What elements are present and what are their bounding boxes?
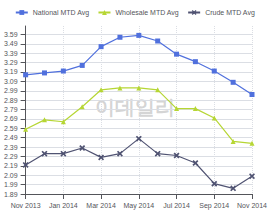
svg-text:3.19: 3.19 <box>4 68 18 75</box>
svg-text:3.49: 3.49 <box>4 40 18 47</box>
svg-text:2.99: 2.99 <box>4 87 18 94</box>
svg-text:Jul 2014: Jul 2014 <box>163 202 190 209</box>
svg-text:Mar 2014: Mar 2014 <box>86 202 116 209</box>
svg-text:2.89: 2.89 <box>4 97 18 104</box>
svg-text:Sep 2014: Sep 2014 <box>199 202 229 210</box>
svg-text:1.99: 1.99 <box>4 181 18 188</box>
svg-text:3.59: 3.59 <box>4 31 18 38</box>
svg-text:Nov 2013: Nov 2013 <box>11 202 41 209</box>
svg-text:이데일리: 이데일리 <box>95 96 175 118</box>
svg-text:2.09: 2.09 <box>4 172 18 179</box>
svg-text:3.09: 3.09 <box>4 78 18 85</box>
svg-text:3.39: 3.39 <box>4 50 18 57</box>
svg-text:Nov 2014: Nov 2014 <box>237 202 267 209</box>
svg-text:Wholesale MTD Avg: Wholesale MTD Avg <box>115 9 178 17</box>
svg-text:2.59: 2.59 <box>4 125 18 132</box>
svg-text:Crude MTD Avg: Crude MTD Avg <box>205 9 255 17</box>
svg-text:2.49: 2.49 <box>4 134 18 141</box>
svg-text:1.89: 1.89 <box>4 191 18 198</box>
svg-text:National MTD Avg: National MTD Avg <box>33 9 89 17</box>
svg-text:2.29: 2.29 <box>4 153 18 160</box>
svg-text:2.19: 2.19 <box>4 162 18 169</box>
svg-text:May 2014: May 2014 <box>123 202 154 210</box>
svg-text:2.69: 2.69 <box>4 115 18 122</box>
svg-text:3.29: 3.29 <box>4 59 18 66</box>
svg-text:2.39: 2.39 <box>4 144 18 151</box>
svg-text:Jan 2014: Jan 2014 <box>49 202 78 209</box>
svg-text:2.79: 2.79 <box>4 106 18 113</box>
